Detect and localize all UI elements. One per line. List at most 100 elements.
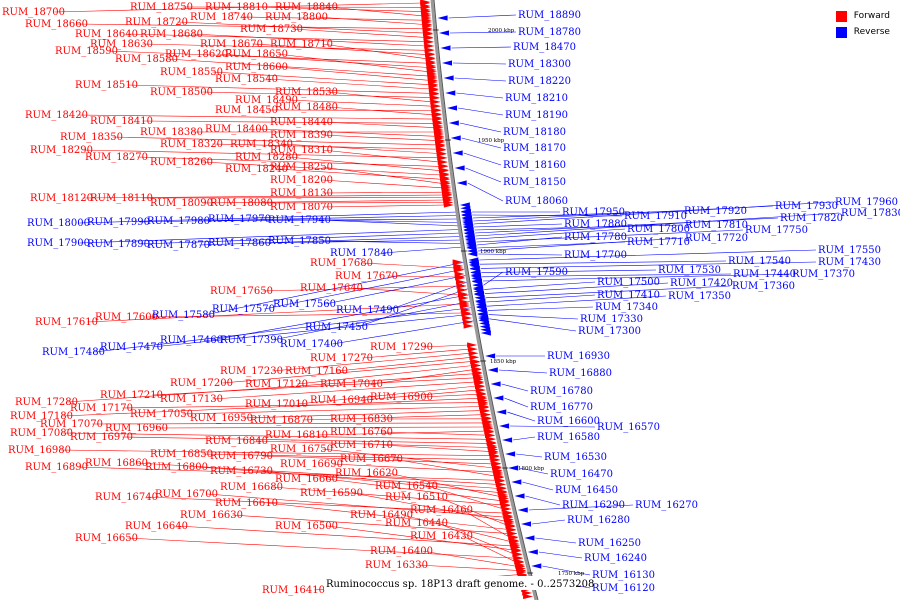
reverse-gene-label[interactable]: RUM_17930 (775, 201, 838, 212)
forward-gene-label[interactable]: RUM_16660 (275, 474, 338, 485)
reverse-gene-label[interactable]: RUM_17860 (208, 238, 271, 249)
reverse-gene-label[interactable]: RUM_17800 (627, 224, 690, 235)
forward-gene-label[interactable]: RUM_18070 (270, 202, 333, 213)
reverse-gene-label[interactable]: RUM_17850 (268, 236, 331, 247)
forward-gene-label[interactable]: RUM_16330 (365, 560, 428, 571)
forward-gene-label[interactable]: RUM_18740 (190, 12, 253, 23)
reverse-gene-label[interactable]: RUM_17750 (745, 225, 808, 236)
forward-gene-label[interactable]: RUM_18320 (160, 139, 223, 150)
forward-gene-label[interactable]: RUM_18680 (140, 29, 203, 40)
forward-gene-label[interactable]: RUM_18310 (270, 145, 333, 156)
reverse-gene-label[interactable]: RUM_17980 (147, 216, 210, 227)
reverse-gene-label[interactable]: RUM_18180 (503, 127, 566, 138)
reverse-gene-label[interactable]: RUM_17920 (684, 206, 747, 217)
forward-gene-label[interactable]: RUM_16760 (330, 427, 393, 438)
forward-gene-label[interactable]: RUM_17270 (310, 353, 373, 364)
forward-gene-label[interactable]: RUM_16710 (330, 440, 393, 451)
reverse-gene-label[interactable]: RUM_16600 (537, 416, 600, 427)
forward-gene-label[interactable]: RUM_18550 (160, 67, 223, 78)
forward-gene-label[interactable]: RUM_18440 (270, 117, 333, 128)
forward-gene-label[interactable]: RUM_18130 (270, 188, 333, 199)
reverse-gene-label[interactable]: RUM_16270 (635, 500, 698, 511)
forward-gene-label[interactable]: RUM_18290 (30, 145, 93, 156)
reverse-gene-label[interactable]: RUM_17550 (818, 245, 881, 256)
reverse-gene-label[interactable]: RUM_17710 (627, 237, 690, 248)
reverse-gene-label[interactable]: RUM_16240 (584, 553, 647, 564)
reverse-gene-label[interactable]: RUM_17450 (305, 322, 368, 333)
forward-gene-label[interactable]: RUM_18730 (240, 24, 303, 35)
forward-gene-label[interactable]: RUM_16400 (370, 546, 433, 557)
forward-gene-label[interactable]: RUM_17010 (245, 399, 308, 410)
forward-gene-label[interactable]: RUM_17640 (300, 283, 363, 294)
forward-gene-label[interactable]: RUM_16830 (330, 414, 393, 425)
forward-gene-label[interactable]: RUM_16680 (220, 482, 283, 493)
forward-gene-label[interactable]: RUM_16690 (280, 459, 343, 470)
reverse-gene-label[interactable]: RUM_17780 (564, 232, 627, 243)
reverse-gene-label[interactable]: RUM_16880 (549, 368, 612, 379)
reverse-gene-label[interactable]: RUM_18190 (505, 110, 568, 121)
forward-gene-label[interactable]: RUM_16490 (350, 510, 413, 521)
forward-gene-label[interactable]: RUM_18580 (115, 54, 178, 65)
forward-gene-label[interactable]: RUM_18090 (150, 198, 213, 209)
forward-gene-label[interactable]: RUM_18400 (205, 124, 268, 135)
reverse-gene-label[interactable]: RUM_16120 (592, 583, 655, 594)
reverse-gene-label[interactable]: RUM_17840 (330, 248, 393, 259)
forward-gene-label[interactable]: RUM_16840 (205, 436, 268, 447)
forward-gene-label[interactable]: RUM_16460 (410, 505, 473, 516)
reverse-gene-label[interactable]: RUM_17560 (273, 299, 336, 310)
reverse-gene-label[interactable]: RUM_17420 (670, 278, 733, 289)
forward-gene-label[interactable]: RUM_18250 (270, 162, 333, 173)
forward-gene-label[interactable]: RUM_18080 (210, 198, 273, 209)
forward-gene-label[interactable]: RUM_16730 (210, 466, 273, 477)
reverse-gene-label[interactable]: RUM_17330 (580, 314, 643, 325)
forward-gene-label[interactable]: RUM_16540 (375, 481, 438, 492)
forward-gene-label[interactable]: RUM_18510 (75, 80, 138, 91)
reverse-gene-label[interactable]: RUM_17490 (336, 305, 399, 316)
forward-gene-label[interactable]: RUM_16940 (310, 395, 373, 406)
reverse-gene-label[interactable]: RUM_16570 (597, 422, 660, 433)
forward-gene-label[interactable]: RUM_18650 (225, 49, 288, 60)
forward-gene-label[interactable]: RUM_18110 (90, 193, 153, 204)
forward-gene-label[interactable]: RUM_17610 (35, 317, 98, 328)
reverse-gene-label[interactable]: RUM_17390 (220, 335, 283, 346)
reverse-gene-label[interactable]: RUM_17880 (564, 219, 627, 230)
forward-gene-label[interactable]: RUM_18710 (270, 39, 333, 50)
reverse-gene-label[interactable]: RUM_16770 (530, 402, 593, 413)
reverse-gene-label[interactable]: RUM_16250 (578, 538, 641, 549)
forward-gene-label[interactable]: RUM_18380 (140, 127, 203, 138)
reverse-gene-label[interactable]: RUM_17580 (152, 310, 215, 321)
reverse-gene-label[interactable]: RUM_17590 (505, 267, 568, 278)
forward-gene-label[interactable]: RUM_16510 (385, 492, 448, 503)
reverse-gene-label[interactable]: RUM_18890 (518, 10, 581, 21)
reverse-gene-label[interactable]: RUM_16580 (537, 432, 600, 443)
reverse-gene-label[interactable]: RUM_17370 (792, 269, 855, 280)
forward-gene-label[interactable]: RUM_16630 (180, 510, 243, 521)
reverse-gene-label[interactable]: RUM_16530 (544, 452, 607, 463)
reverse-gene-label[interactable]: RUM_16450 (555, 485, 618, 496)
forward-gene-label[interactable]: RUM_17080 (10, 428, 73, 439)
forward-gene-label[interactable]: RUM_16440 (385, 518, 448, 529)
reverse-gene-label[interactable]: RUM_18220 (508, 76, 571, 87)
reverse-gene-label[interactable]: RUM_17300 (578, 326, 641, 337)
forward-gene-label[interactable]: RUM_16850 (150, 449, 213, 460)
reverse-gene-label[interactable]: RUM_17430 (818, 257, 881, 268)
reverse-gene-label[interactable]: RUM_17480 (42, 347, 105, 358)
forward-gene-label[interactable]: RUM_16790 (210, 451, 273, 462)
forward-gene-label[interactable]: RUM_17670 (335, 271, 398, 282)
reverse-gene-label[interactable]: RUM_18300 (508, 59, 571, 70)
reverse-gene-label[interactable]: RUM_17940 (268, 215, 331, 226)
reverse-gene-label[interactable]: RUM_16930 (547, 351, 610, 362)
reverse-gene-label[interactable]: RUM_17340 (595, 302, 658, 313)
forward-gene-label[interactable]: RUM_18280 (235, 152, 298, 163)
forward-gene-label[interactable]: RUM_18810 (205, 2, 268, 13)
forward-gene-label[interactable]: RUM_16750 (270, 444, 333, 455)
forward-gene-label[interactable]: RUM_17280 (15, 397, 78, 408)
forward-gene-label[interactable]: RUM_16970 (70, 432, 133, 443)
forward-gene-label[interactable]: RUM_18750 (130, 2, 193, 13)
forward-gene-label[interactable]: RUM_17230 (220, 366, 283, 377)
forward-gene-label[interactable]: RUM_18670 (200, 39, 263, 50)
forward-gene-label[interactable]: RUM_16640 (125, 521, 188, 532)
forward-gene-label[interactable]: RUM_18350 (60, 132, 123, 143)
forward-gene-label[interactable]: RUM_16610 (215, 498, 278, 509)
reverse-gene-label[interactable]: RUM_17900 (27, 238, 90, 249)
